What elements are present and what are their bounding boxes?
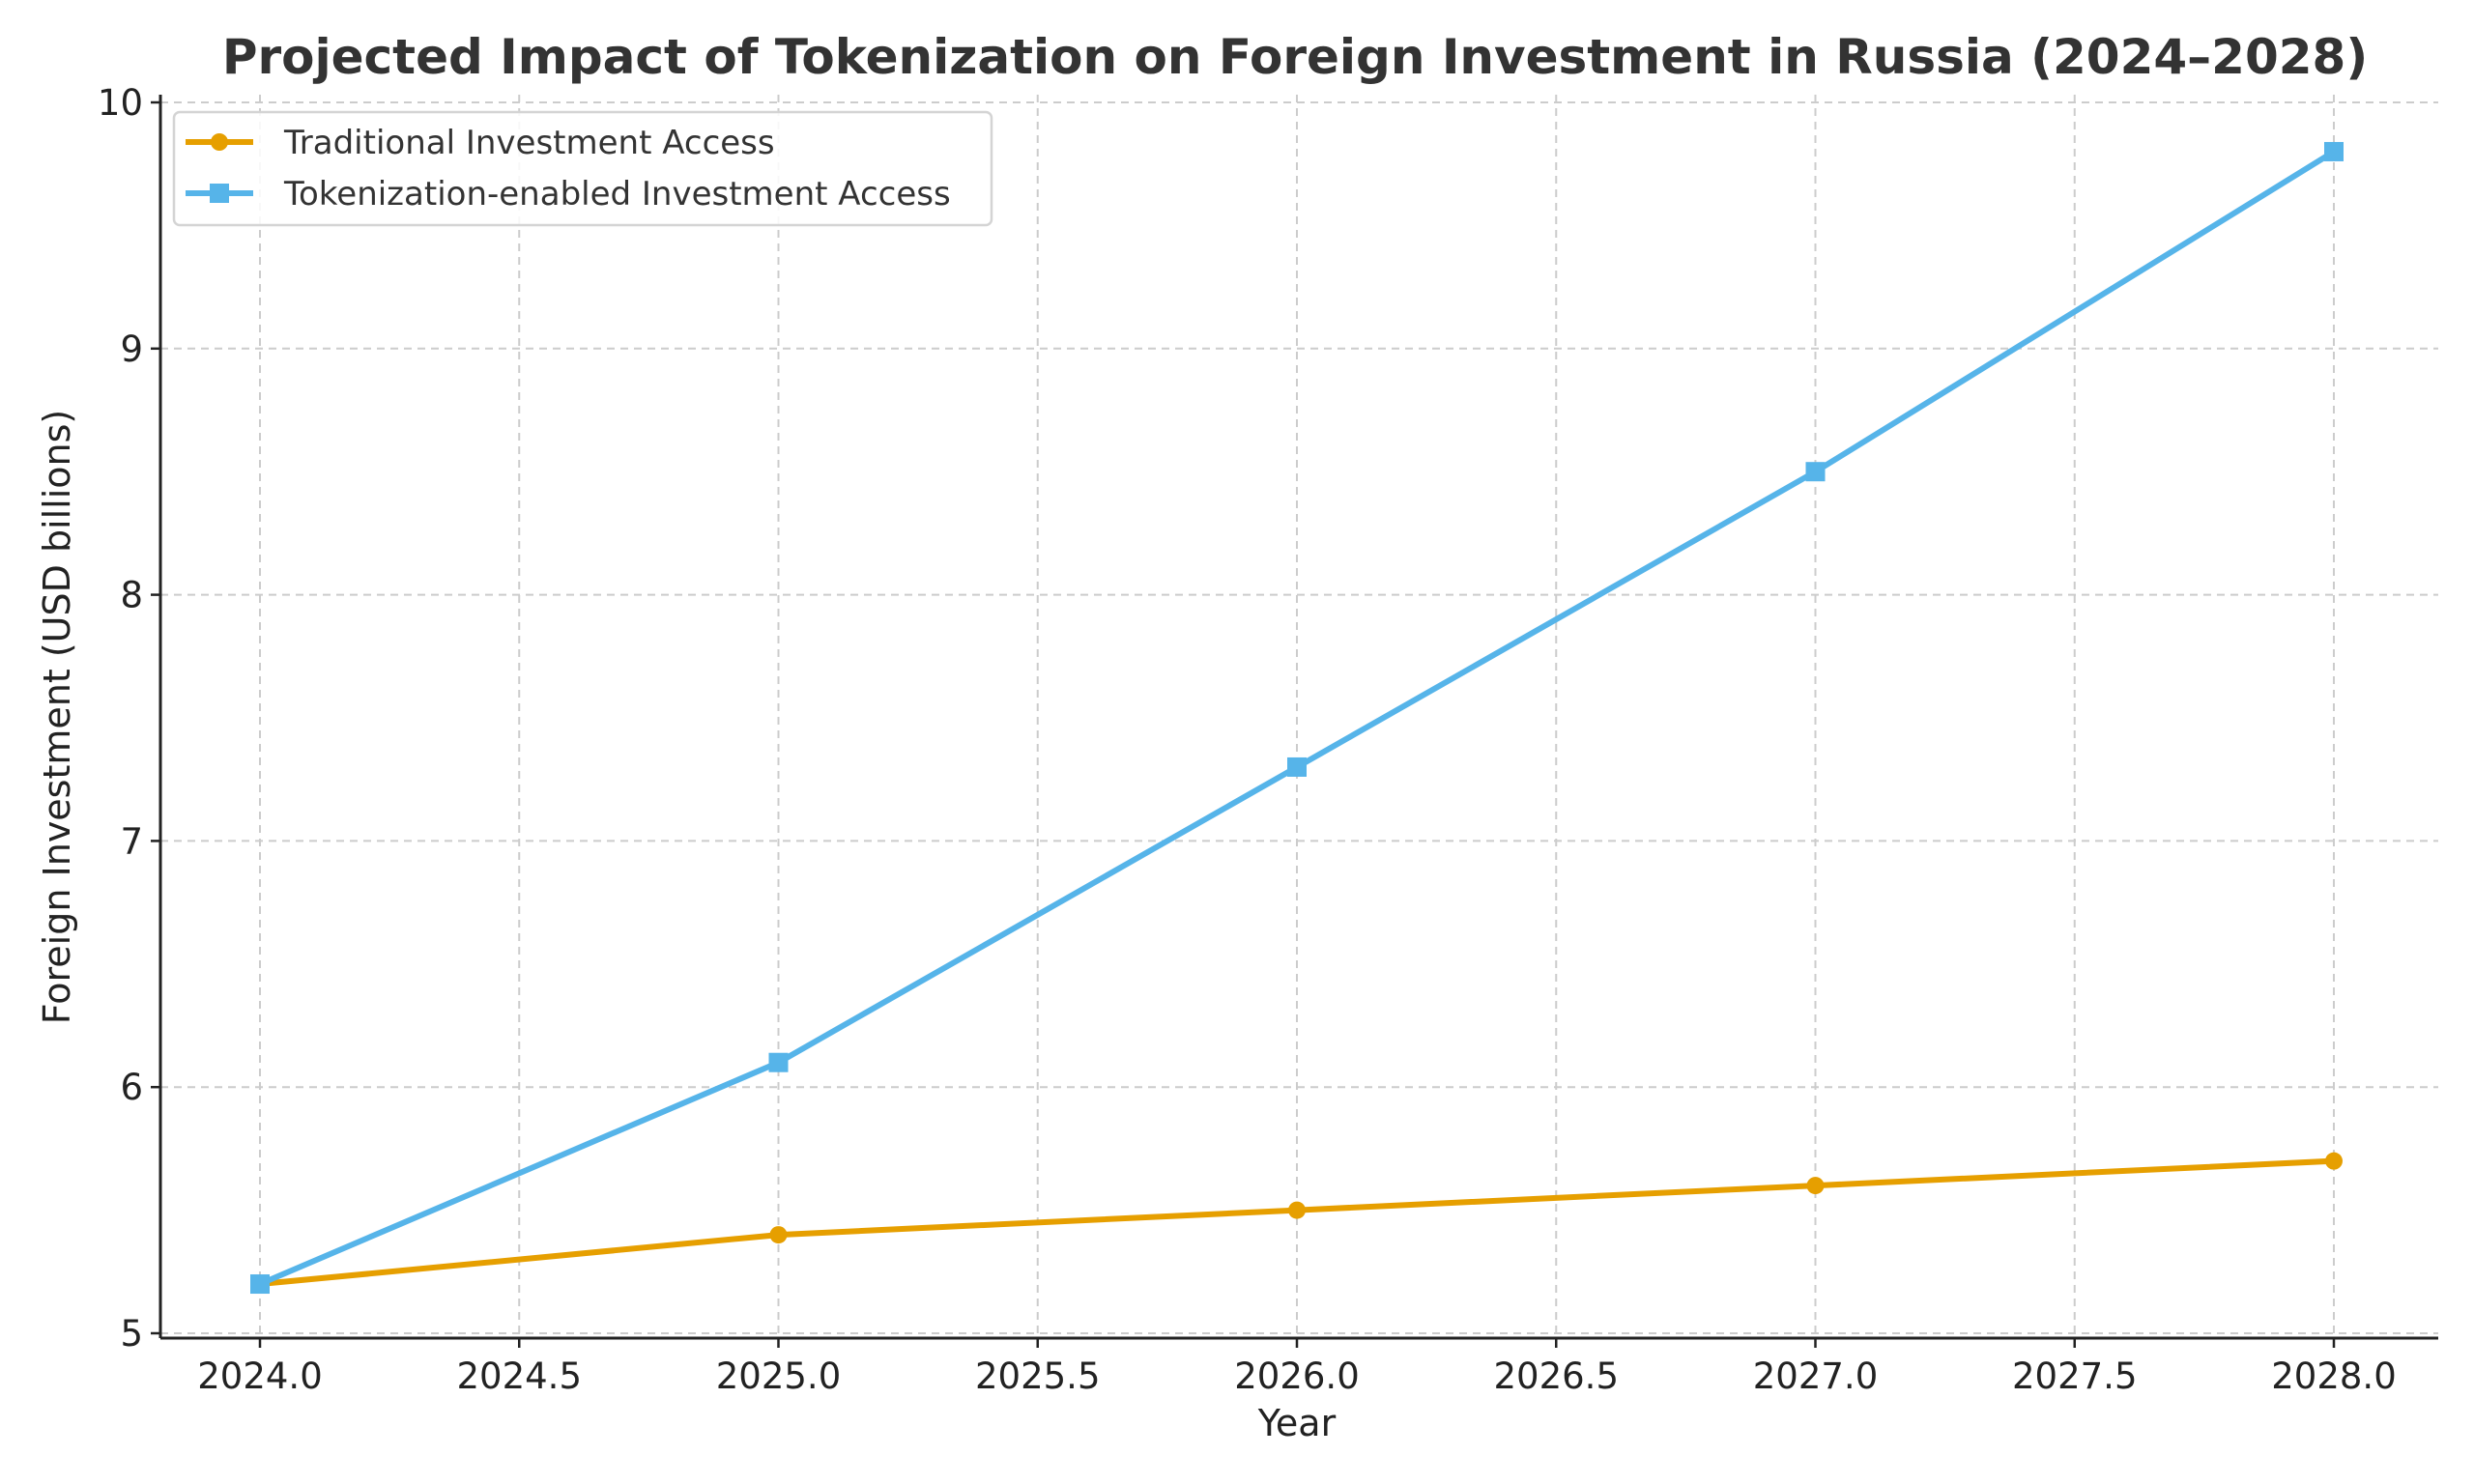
y-tick-label: 8: [120, 575, 143, 616]
legend-marker-circle: [211, 133, 228, 151]
series-group: [250, 141, 2344, 1295]
data-point-square: [2324, 141, 2344, 161]
x-tick-label: 2024.5: [457, 1356, 582, 1397]
x-tick-label: 2025.5: [975, 1356, 1100, 1397]
data-point-circle: [1806, 1177, 1825, 1195]
axes: 2024.0 2024.5 2025.0 2025.5 2026.0 2026.5 2027…: [98, 82, 2438, 1397]
legend-label: Traditional Investment Access: [283, 124, 775, 162]
y-tick-label: 6: [120, 1067, 143, 1108]
data-point-square: [1287, 756, 1307, 777]
data-point-circle: [1288, 1201, 1306, 1219]
x-tick-label: 2025.0: [716, 1356, 841, 1397]
legend-box: [172, 110, 993, 227]
x-tick-label: 2024.0: [197, 1356, 322, 1397]
data-point-square: [1805, 462, 1826, 482]
x-tick-label: 2028.0: [2271, 1356, 2396, 1397]
data-point-circle: [2325, 1152, 2343, 1170]
x-tick-label: 2027.5: [2012, 1356, 2137, 1397]
y-tick-label: 9: [120, 328, 143, 370]
grid: [160, 95, 2438, 1338]
data-point-square: [768, 1052, 789, 1072]
y-tick-label: 7: [120, 820, 143, 862]
legend: Traditional Investment Access Tokenizatio…: [172, 110, 993, 227]
data-point-circle: [769, 1226, 788, 1244]
x-tick-label: 2027.0: [1753, 1356, 1878, 1397]
y-tick-label: 10: [98, 82, 143, 124]
x-tick-label: 2026.5: [1494, 1356, 1619, 1397]
legend-label: Tokenization-enabled Investment Access: [283, 175, 951, 214]
y-tick-label: 5: [120, 1313, 143, 1355]
legend-marker-square: [210, 184, 229, 203]
x-tick-label: 2026.0: [1234, 1356, 1359, 1397]
y-axis-label: Foreign Investment (USD billions): [36, 410, 78, 1024]
data-point-square: [250, 1274, 270, 1295]
chart-title: Projected Impact of Tokenization on Fore…: [222, 29, 2368, 85]
x-axis-label: Year: [1257, 1402, 1337, 1444]
